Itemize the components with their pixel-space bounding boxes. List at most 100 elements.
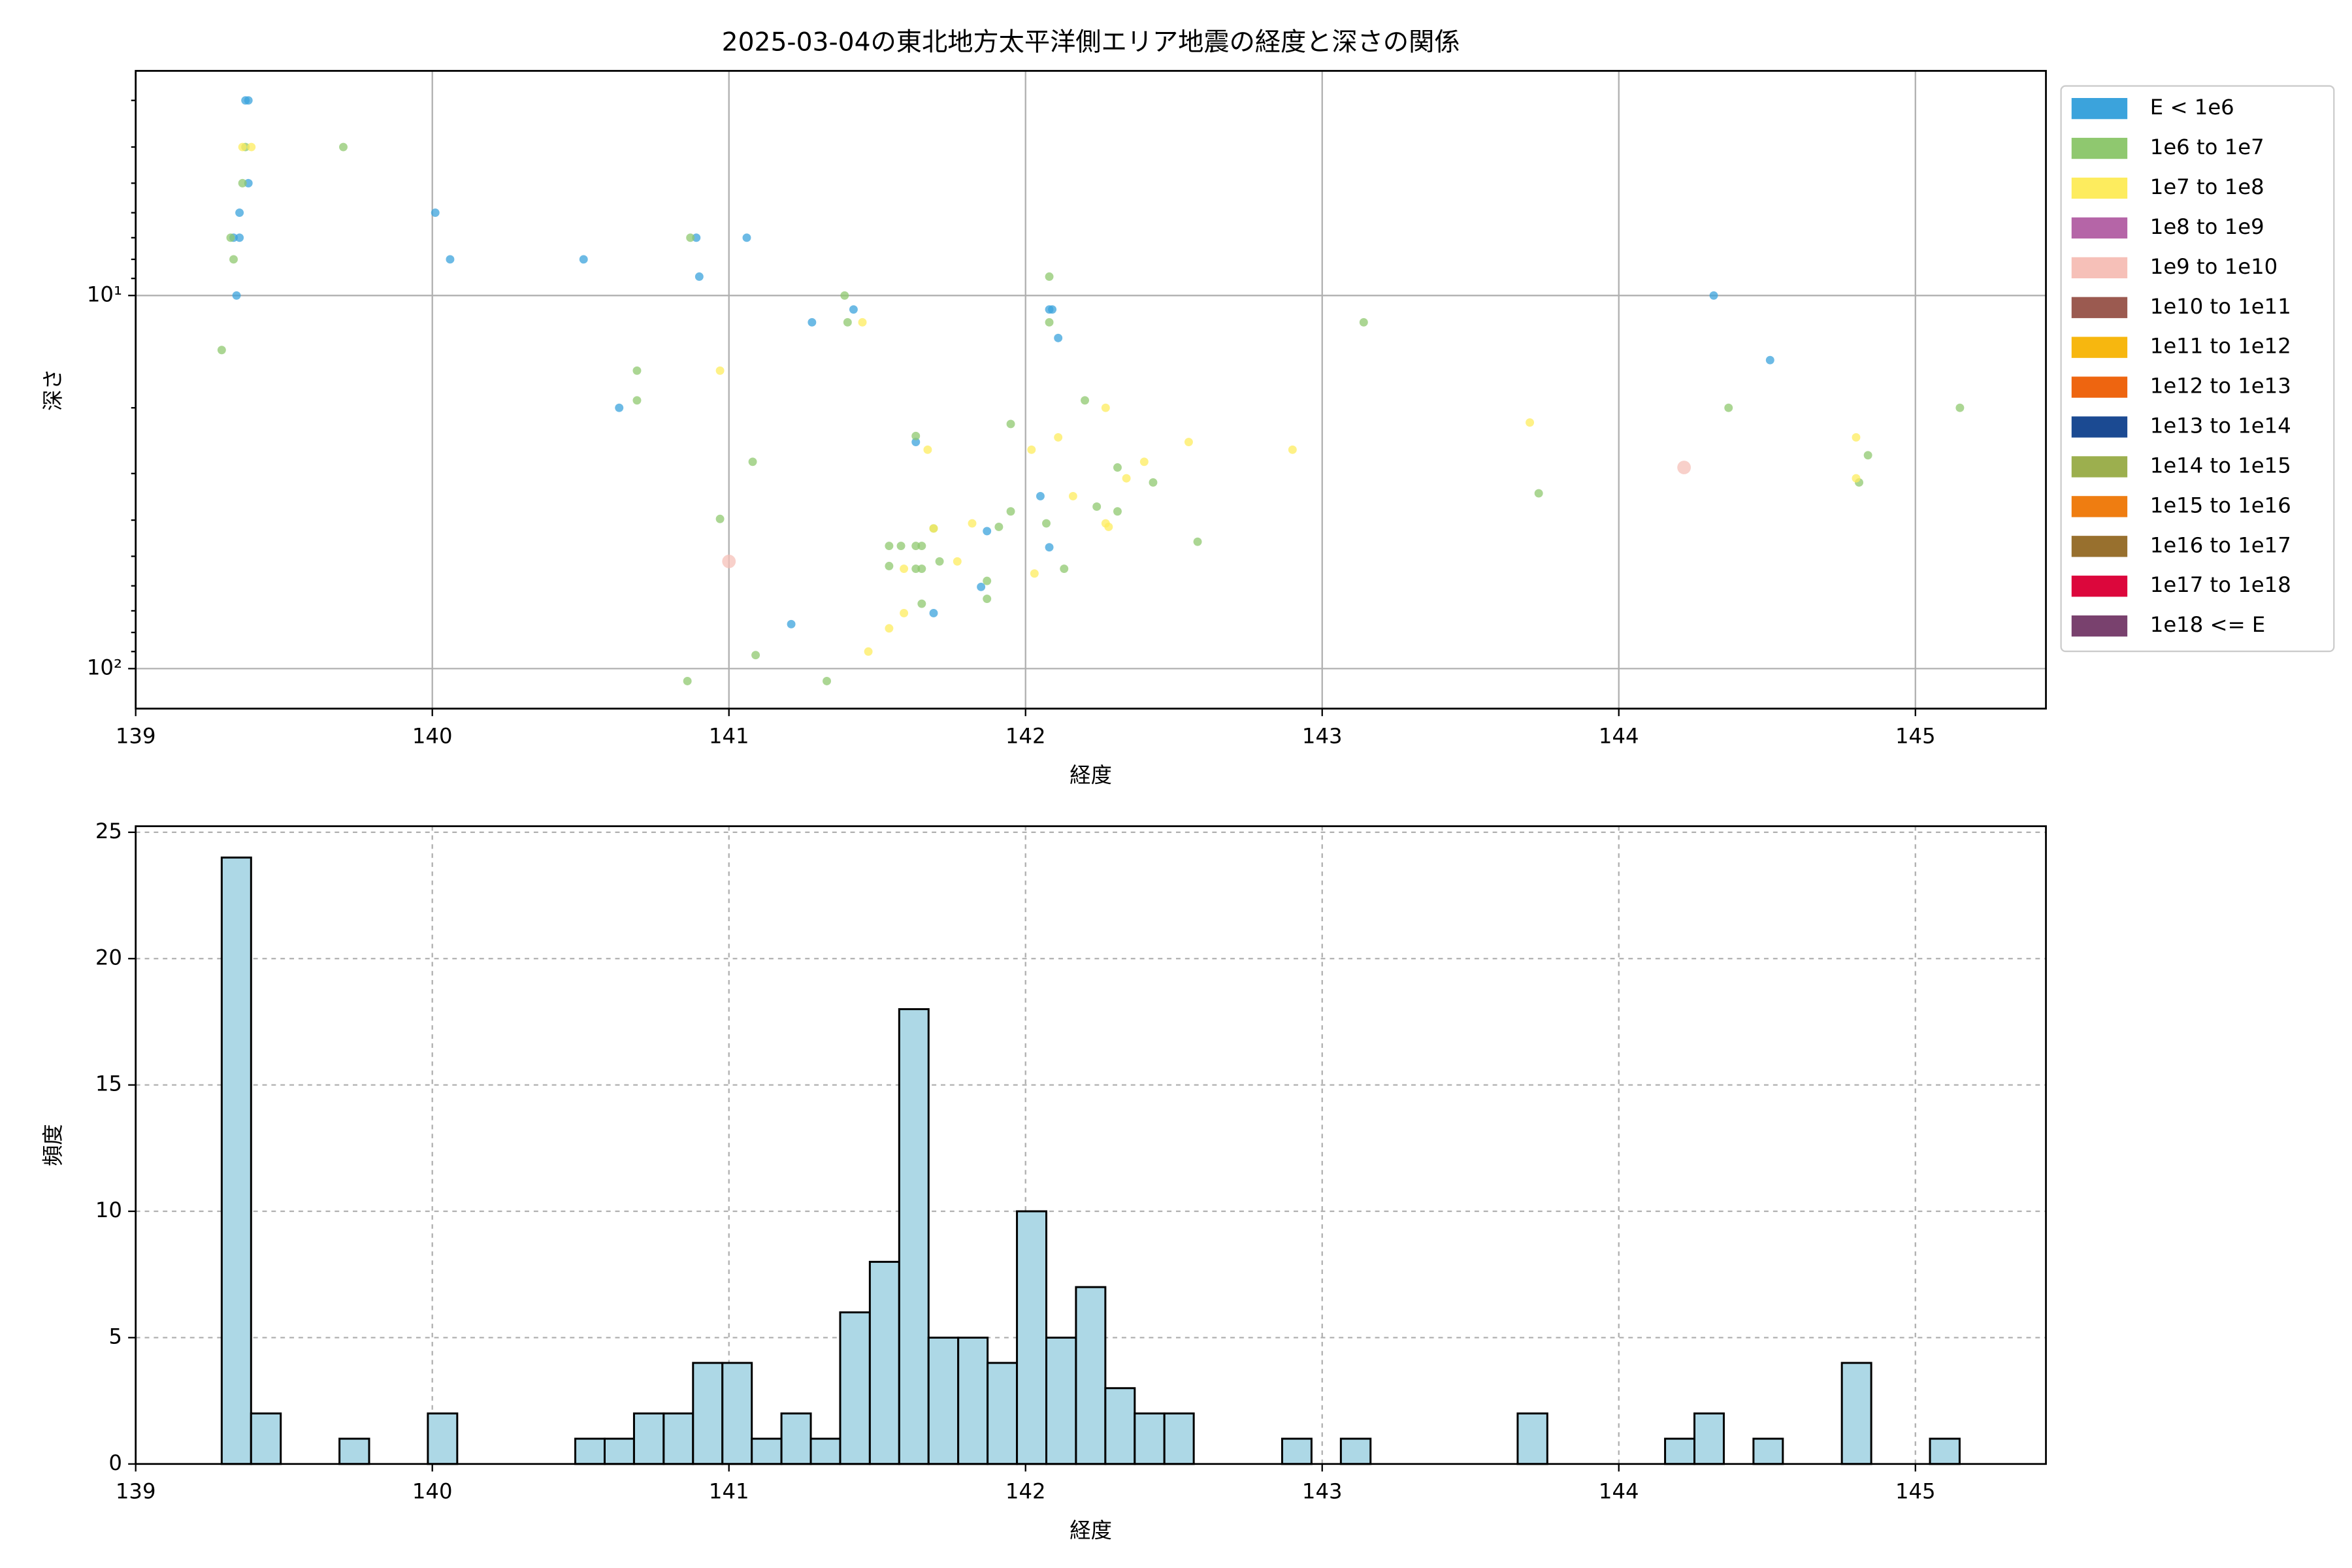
point (929, 608, 938, 617)
bar (1516, 1412, 1548, 1465)
point (1863, 451, 1872, 460)
bar (751, 1437, 783, 1465)
bar (1104, 1387, 1136, 1465)
legend-swatch (2071, 336, 2128, 358)
point (742, 233, 751, 242)
bar (721, 1362, 753, 1465)
bar (1281, 1437, 1313, 1465)
legend-label: 1e16 to 1e17 (2150, 532, 2291, 557)
x-tick-label: 143 (1302, 1479, 1343, 1504)
point (911, 542, 921, 551)
bar (1664, 1437, 1696, 1465)
bar (868, 1260, 900, 1465)
chart-title: 2025-03-04の東北地方太平洋側エリア地震の経度と深さの関係 (722, 27, 1460, 57)
legend-swatch (2071, 297, 2128, 318)
legend-swatch (2071, 496, 2128, 517)
point (983, 527, 992, 536)
x-tick-label: 141 (709, 723, 749, 748)
x-tick-label: 145 (1895, 1479, 1936, 1504)
point (1054, 333, 1063, 342)
point (1709, 291, 1718, 300)
point (994, 522, 1004, 531)
legend-swatch (2071, 416, 2128, 438)
point (683, 677, 692, 685)
y-tick-label: 15 (95, 1071, 122, 1096)
point (1955, 403, 1965, 412)
x-tick-label: 142 (1005, 1479, 1046, 1504)
point (235, 233, 244, 242)
bar (898, 1008, 930, 1465)
legend-label: 1e11 to 1e12 (2150, 334, 2291, 359)
point (1068, 491, 1077, 500)
point (579, 255, 588, 264)
y-axis-label: 深さ (41, 368, 65, 411)
x-tick-label: 145 (1895, 723, 1936, 748)
point (1054, 433, 1063, 442)
x-tick-label: 144 (1599, 1479, 1639, 1504)
point (238, 178, 247, 188)
point (917, 599, 926, 608)
legend-label: 1e10 to 1e11 (2150, 294, 2291, 319)
point (1030, 569, 1039, 578)
point (1765, 355, 1774, 365)
point (1184, 438, 1193, 447)
bar (220, 857, 252, 1465)
point (864, 647, 873, 656)
legend-swatch (2071, 217, 2128, 239)
x-axis-label: 経度 (1070, 762, 1112, 787)
point (911, 438, 921, 447)
bar (1752, 1437, 1784, 1465)
legend-swatch (2071, 456, 2128, 478)
plot-frame (135, 825, 2047, 1465)
bar (957, 1336, 989, 1465)
bar (1075, 1286, 1107, 1465)
legend-label: 1e7 to 1e8 (2150, 174, 2264, 199)
legend-label: 1e13 to 1e14 (2150, 414, 2291, 438)
point (953, 557, 962, 566)
x-tick-label: 144 (1599, 723, 1639, 748)
legend-label: 1e8 to 1e9 (2150, 214, 2264, 239)
point (1526, 418, 1535, 427)
point (983, 576, 992, 585)
bar (1016, 1210, 1048, 1465)
point (1113, 507, 1122, 516)
point (686, 233, 695, 242)
y-tick-label: 0 (108, 1450, 122, 1475)
point (885, 542, 894, 551)
legend-label: 1e6 to 1e7 (2150, 135, 2264, 159)
y-axis-label: 頻度 (41, 1124, 65, 1166)
point (226, 233, 235, 242)
x-axis-label: 経度 (1070, 1518, 1112, 1543)
legend-label: 1e15 to 1e16 (2150, 493, 2291, 517)
point (935, 557, 944, 566)
point (1104, 522, 1113, 531)
bar (603, 1437, 635, 1465)
point (900, 608, 909, 617)
y-tick-label: 10 (95, 1198, 122, 1222)
point (885, 624, 894, 633)
bar (574, 1437, 606, 1465)
legend-box (2060, 85, 2335, 653)
point (244, 96, 253, 105)
bar (692, 1362, 724, 1465)
y-tick-label: 10² (87, 655, 122, 679)
legend-swatch (2071, 177, 2128, 199)
point (858, 318, 867, 327)
legend-label: E < 1e6 (2150, 95, 2234, 120)
point (1113, 463, 1122, 472)
x-tick-label: 143 (1302, 723, 1343, 748)
point (244, 178, 253, 188)
x-tick-label: 141 (709, 1479, 749, 1504)
point (1006, 507, 1015, 516)
point (751, 651, 760, 660)
point (808, 318, 817, 327)
point (923, 445, 932, 454)
point (911, 431, 921, 440)
point (217, 346, 226, 355)
point (1027, 445, 1036, 454)
legend-label: 1e17 to 1e18 (2150, 572, 2291, 597)
bar (1929, 1437, 1961, 1465)
point (1042, 519, 1051, 528)
